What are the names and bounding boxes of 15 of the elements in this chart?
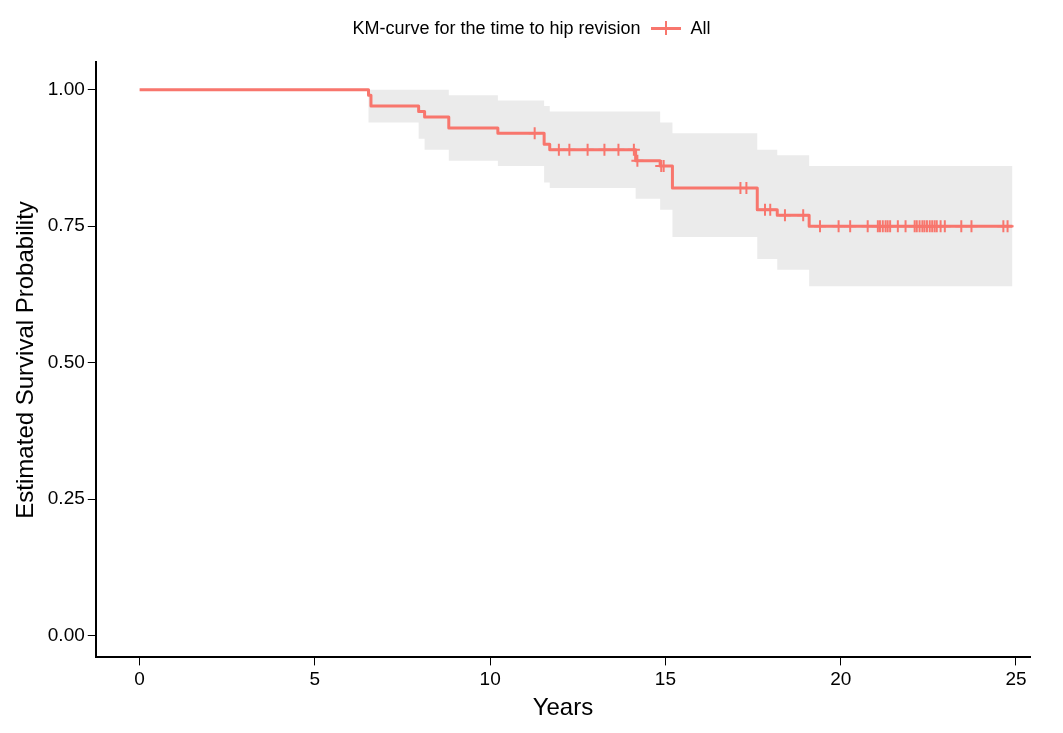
x-tick-label: 20 bbox=[830, 668, 852, 690]
y-tick-label: 0.75 bbox=[47, 214, 85, 236]
x-tick-label: 25 bbox=[1005, 668, 1027, 690]
y-tick-label: 0.50 bbox=[47, 350, 85, 372]
x-tick-label: 15 bbox=[654, 668, 676, 690]
x-tick-label: 5 bbox=[309, 668, 321, 690]
x-tick-label: 0 bbox=[134, 668, 145, 690]
y-axis-title: Estimated Survival Probability bbox=[11, 201, 39, 519]
x-axis-title: Years bbox=[532, 693, 594, 721]
legend-title: KM-curve for the time to hip revision bbox=[352, 17, 641, 39]
y-tick-label: 0.25 bbox=[47, 487, 85, 509]
y-tick-label: 0.00 bbox=[47, 623, 85, 645]
legend-label: All bbox=[690, 17, 711, 39]
x-tick-label: 10 bbox=[479, 668, 501, 690]
y-tick-label: 1.00 bbox=[47, 77, 85, 99]
